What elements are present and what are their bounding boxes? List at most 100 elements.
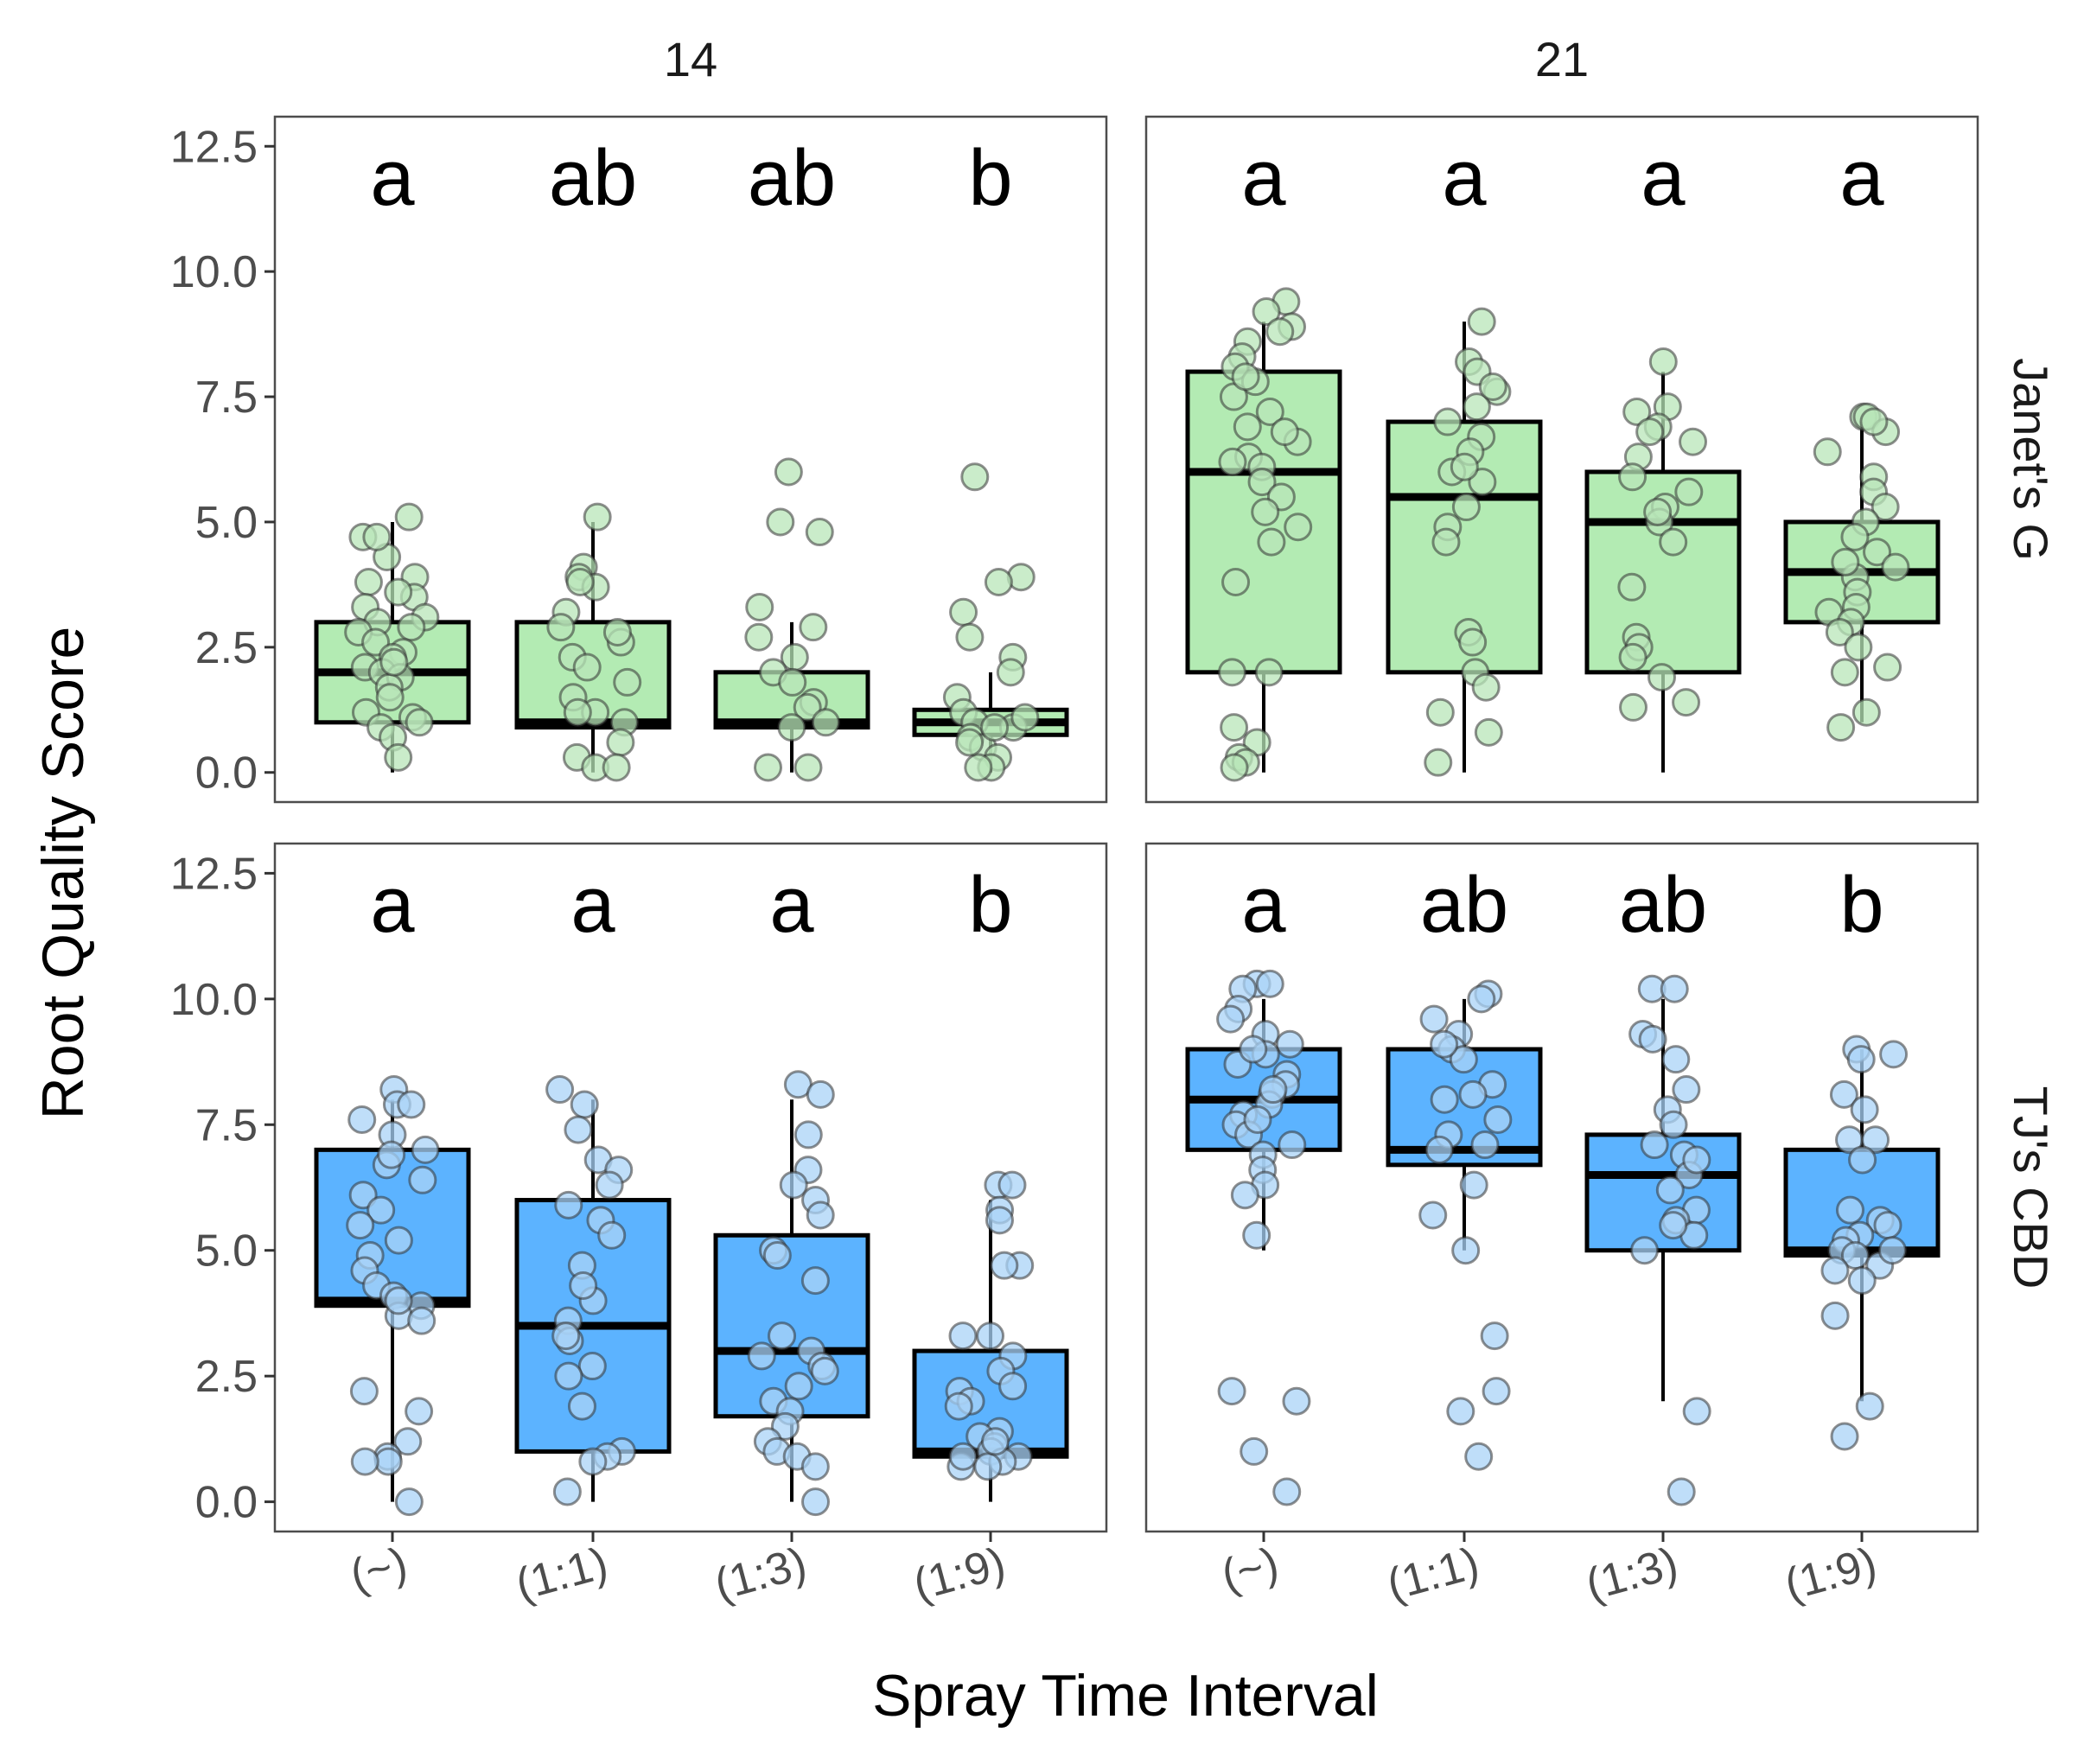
- data-point: [793, 753, 823, 782]
- data-point: [811, 708, 840, 737]
- data-point: [1255, 397, 1284, 426]
- data-point: [1464, 1442, 1494, 1471]
- data-point: [1255, 969, 1284, 998]
- data-point: [572, 653, 602, 682]
- data-point: [800, 1452, 830, 1481]
- data-point: [1622, 397, 1652, 426]
- data-point: [394, 1487, 424, 1517]
- y-tick-label: 2.5: [195, 623, 258, 673]
- data-point: [1659, 527, 1688, 557]
- x-tick-label: (1:1): [1382, 1538, 1484, 1611]
- data-point: [996, 658, 1025, 687]
- data-point: [1667, 1477, 1696, 1506]
- data-point: [545, 1075, 575, 1105]
- data-point: [1682, 1397, 1711, 1426]
- data-point: [551, 1321, 581, 1351]
- data-point: [1240, 1436, 1269, 1466]
- x-tick-label: (~): [1216, 1538, 1284, 1602]
- y-axis-tjs-cbd: 0.0 2.5 5.0 7.5 10.0 12.5: [170, 849, 275, 1528]
- y-tick-label: 10.0: [170, 975, 258, 1025]
- data-point: [973, 1452, 1003, 1481]
- data-point: [1221, 567, 1251, 596]
- data-point: [1247, 468, 1277, 497]
- data-point: [799, 613, 828, 642]
- data-point: [569, 1270, 598, 1300]
- significance-letter: ab: [549, 134, 637, 222]
- data-point: [578, 1447, 608, 1476]
- y-tick-label: 0.0: [195, 748, 258, 799]
- significance-letter: a: [1442, 134, 1487, 222]
- data-point: [778, 667, 807, 697]
- x-axis-layer: (~) (1:1) (1:3) (1:9) (~) (1:1) (1:3) (1:9): [345, 1532, 1882, 1610]
- data-point: [1259, 1075, 1288, 1105]
- column-strip-label: 21: [1535, 32, 1589, 86]
- strip-labels-layer: 14 21 Janet's G TJ's CBD: [664, 32, 2058, 1289]
- data-point: [1467, 984, 1496, 1014]
- data-point: [998, 1372, 1028, 1401]
- data-point: [567, 1391, 596, 1421]
- data-point: [1851, 697, 1881, 727]
- data-point: [1239, 1035, 1268, 1064]
- data-point: [408, 1165, 437, 1194]
- data-point: [1419, 1004, 1449, 1034]
- data-point: [1855, 1391, 1884, 1421]
- data-point: [1647, 663, 1677, 692]
- significance-letter: a: [1241, 134, 1286, 222]
- data-point: [1826, 713, 1856, 742]
- data-point: [777, 713, 806, 742]
- data-point: [1861, 1125, 1890, 1155]
- column-strip-label: 14: [664, 32, 717, 86]
- data-point: [1863, 538, 1892, 567]
- data-point: [1850, 1095, 1879, 1124]
- data-point: [1820, 1256, 1850, 1285]
- data-point: [980, 1427, 1010, 1456]
- y-axes-layer: 0.0 2.5 5.0 7.5 10.0 12.5 0.0 2.5 5.0 7.5 10.0 12.5: [170, 122, 275, 1528]
- data-point: [564, 1115, 593, 1144]
- data-point: [1829, 1079, 1858, 1109]
- data-point: [1825, 617, 1854, 646]
- x-axis-title: Spray Time Interval: [872, 1663, 1379, 1729]
- data-point: [1252, 297, 1281, 327]
- data-point: [1659, 1211, 1688, 1240]
- data-point: [1265, 317, 1295, 347]
- data-point: [602, 617, 632, 646]
- data-point: [1643, 497, 1673, 526]
- data-point: [1471, 672, 1501, 702]
- x-tick-label: (1:9): [908, 1538, 1010, 1611]
- data-point: [1284, 513, 1313, 542]
- data-point: [1630, 1236, 1660, 1265]
- data-point: [1661, 1045, 1691, 1074]
- data-point: [1462, 392, 1491, 422]
- panel-border: [1144, 842, 1979, 1533]
- data-point: [595, 1170, 624, 1200]
- data-point: [1672, 1075, 1701, 1105]
- panel-border: [273, 115, 1108, 804]
- data-point: [949, 597, 978, 627]
- data-point: [1474, 717, 1503, 747]
- data-point: [1242, 1220, 1271, 1250]
- data-point: [766, 507, 795, 537]
- panel-14-janets-g: a ab ab b: [273, 115, 1108, 804]
- data-point: [1231, 362, 1260, 392]
- y-tick-label: 7.5: [195, 373, 258, 423]
- y-tick-label: 5.0: [195, 498, 258, 548]
- data-point: [1254, 658, 1284, 687]
- data-point: [362, 522, 392, 551]
- data-point: [944, 1391, 973, 1421]
- data-point: [964, 753, 993, 782]
- significance-letter: a: [370, 134, 415, 222]
- panel-21-tjs-cbd: a ab ab b: [1144, 842, 1979, 1533]
- x-tick-label: (1:1): [511, 1538, 613, 1611]
- data-point: [1425, 697, 1455, 727]
- data-point: [1217, 1377, 1246, 1406]
- data-point: [1844, 633, 1873, 662]
- row-strip-label: TJ's CBD: [2004, 1086, 2058, 1290]
- data-point: [793, 1120, 823, 1149]
- data-point: [980, 713, 1010, 742]
- data-point: [1640, 1130, 1669, 1160]
- y-tick-label: 12.5: [170, 122, 258, 172]
- y-tick-label: 2.5: [195, 1352, 258, 1402]
- data-point: [1233, 412, 1262, 442]
- data-point: [1449, 1045, 1478, 1074]
- data-point: [602, 753, 631, 782]
